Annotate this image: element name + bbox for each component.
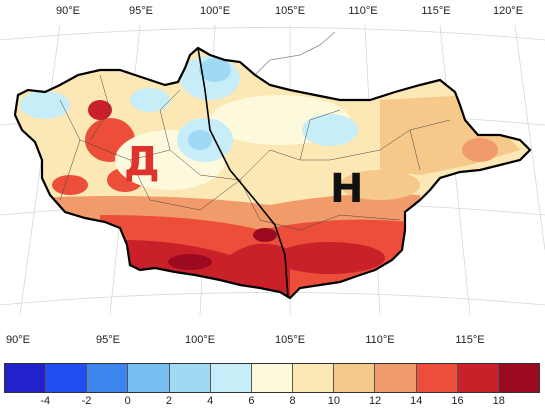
legend-swatch	[87, 364, 129, 392]
temperature-field	[15, 48, 530, 298]
legend-swatch	[375, 364, 417, 392]
legend-swatch	[457, 364, 499, 392]
legend-label: 12	[368, 395, 382, 407]
bottom-axis-label: 100°E	[185, 334, 215, 346]
legend-label: 14	[410, 395, 423, 407]
legend-swatch	[293, 364, 335, 392]
top-axis-label: 120°E	[493, 5, 523, 17]
legend-swatch	[498, 364, 540, 392]
legend-label: 8	[289, 395, 296, 407]
top-axis-label: 110°E	[348, 5, 377, 17]
color-legend	[4, 363, 540, 393]
legend-swatch	[210, 364, 252, 392]
legend-label: -4	[40, 395, 51, 407]
legend-label: 16	[451, 395, 464, 407]
legend-swatch	[334, 364, 376, 392]
top-axis-label: 105°E	[275, 5, 305, 17]
zone-label-east: Н	[330, 166, 363, 212]
legend-swatch	[5, 364, 47, 392]
legend-label: 10	[327, 395, 340, 407]
legend-label: 0	[124, 395, 131, 407]
bottom-axis-label: 90°E	[6, 334, 30, 346]
bottom-axis-label: 110°E	[365, 334, 394, 346]
legend-label: -2	[81, 395, 92, 407]
bottom-axis-label: 115°E	[455, 334, 484, 346]
legend-label: 6	[248, 395, 255, 407]
legend-swatch	[169, 364, 211, 392]
legend-swatch	[416, 364, 458, 392]
zone-divider	[197, 47, 289, 299]
top-axis-label: 90°E	[56, 5, 80, 17]
legend-label: 18	[492, 395, 505, 407]
top-axis: 90°E 95°E 100°E 105°E 110°E 115°E 120°E	[56, 5, 523, 17]
bottom-axis-label: 105°E	[275, 334, 305, 346]
legend-label: 2	[165, 395, 172, 407]
top-axis-label: 100°E	[200, 5, 230, 17]
legend-swatch	[46, 364, 88, 392]
legend-swatch	[128, 364, 170, 392]
neighbor-border	[254, 31, 336, 76]
top-axis-label: 115°E	[421, 5, 450, 17]
top-axis-label: 95°E	[129, 5, 153, 17]
legend-label: 4	[207, 395, 214, 407]
zone-label-west: Д	[124, 139, 160, 185]
legend-swatch	[251, 364, 294, 392]
color-legend-labels: -4 -2 0 2 4 6 8 10 12 14 16 18	[4, 395, 540, 409]
bottom-axis-label: 95°E	[96, 334, 120, 346]
bottom-axis: 90°E 95°E 100°E 105°E 110°E 115°E	[6, 334, 485, 346]
